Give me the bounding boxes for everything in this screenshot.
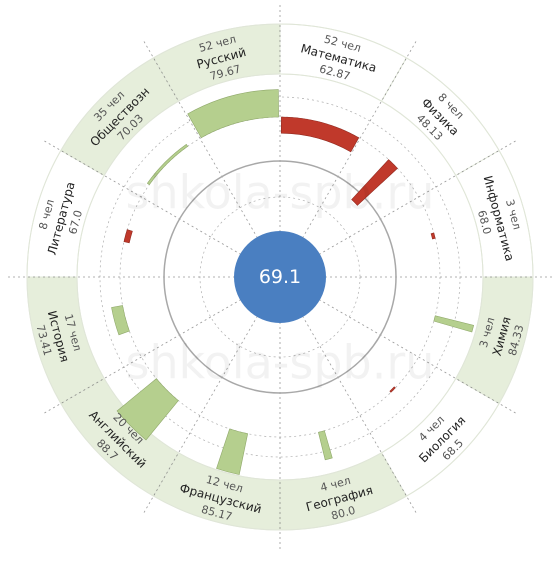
bar-subject-3 bbox=[430, 232, 436, 240]
bar-subject-4 bbox=[433, 315, 475, 333]
label-score-subject-3: 68.0 bbox=[475, 209, 494, 236]
bar-subject-5 bbox=[389, 386, 396, 393]
grid-spoke-5 bbox=[314, 296, 519, 415]
bar-subject-9 bbox=[111, 305, 130, 336]
watermark-layer: shkola-spb.ru shkola-spb.ru bbox=[126, 166, 435, 390]
label-score-subject-10: 67.0 bbox=[66, 209, 85, 236]
center-value: 69.1 bbox=[259, 266, 301, 288]
grid-spoke-3 bbox=[314, 139, 519, 258]
grid-spoke-6 bbox=[299, 311, 418, 516]
ring-inner-border bbox=[76, 73, 484, 481]
baseline-circle bbox=[163, 160, 397, 394]
label-score-subject-6: 80.0 bbox=[330, 504, 357, 523]
bar-subject-6 bbox=[318, 430, 333, 461]
bar-subject-1 bbox=[280, 116, 360, 153]
grid-circle-3 bbox=[99, 96, 461, 458]
grid bbox=[5, 2, 555, 552]
grid-spoke-8 bbox=[142, 311, 261, 516]
grid-spoke-2 bbox=[299, 38, 418, 243]
watermark-top: shkola-spb.ru bbox=[126, 166, 435, 220]
center-group: 69.1 bbox=[234, 231, 326, 323]
bar-subject-7 bbox=[216, 428, 249, 475]
grid-circle-1 bbox=[199, 196, 361, 358]
center-circle bbox=[234, 231, 326, 323]
grid-spoke-9 bbox=[41, 296, 246, 415]
watermark-bottom: shkola-spb.ru bbox=[126, 336, 435, 390]
outer-ring bbox=[26, 23, 534, 531]
grid-spoke-12 bbox=[142, 38, 261, 243]
bar-subject-11 bbox=[146, 143, 189, 186]
grid-spoke-11 bbox=[41, 139, 246, 258]
bars bbox=[111, 89, 475, 475]
bar-subject-8 bbox=[116, 378, 179, 441]
bar-subject-12 bbox=[187, 89, 279, 139]
ring-outer-border bbox=[26, 23, 534, 531]
bar-subject-2 bbox=[351, 159, 398, 206]
grid-circle-2 bbox=[119, 116, 441, 438]
bar-subject-10 bbox=[123, 229, 133, 244]
